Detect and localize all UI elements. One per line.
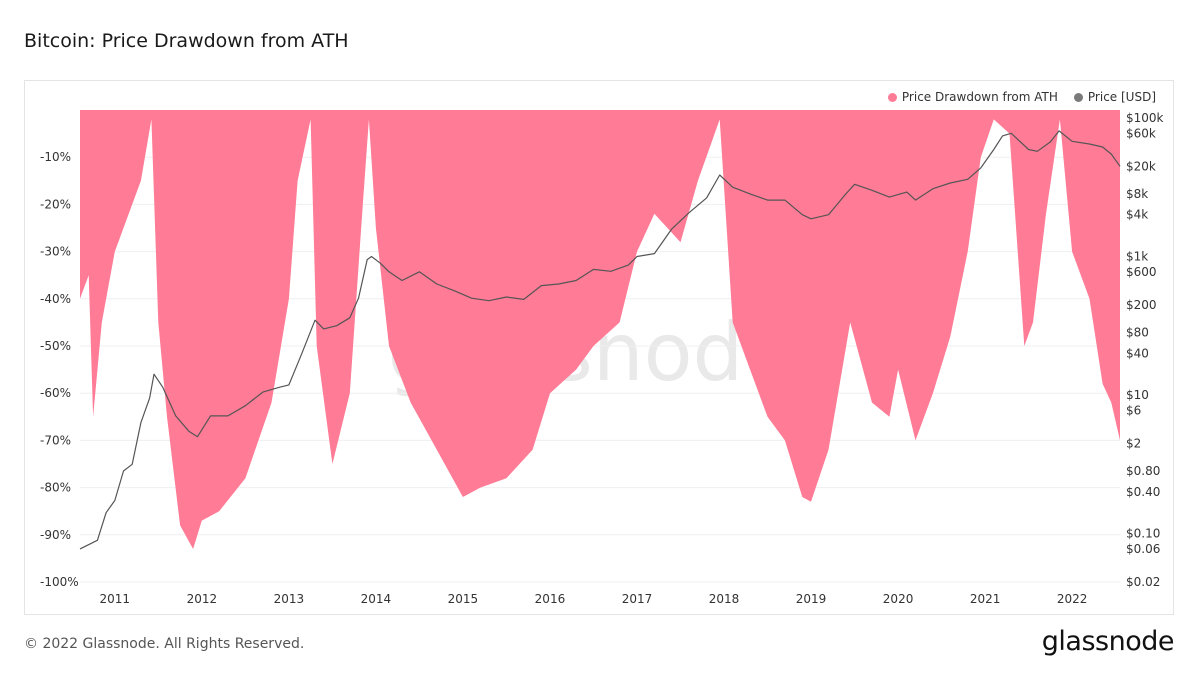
drawdown-area-series <box>80 110 1120 549</box>
y-right-tick-label: $40 <box>1126 346 1149 360</box>
x-tick-label: 2014 <box>361 592 392 606</box>
x-tick-label: 2016 <box>535 592 566 606</box>
y-left-tick-label: -80% <box>40 481 71 495</box>
chart-frame <box>24 80 1174 615</box>
y-right-tick-label: $8k <box>1126 187 1148 201</box>
x-tick-label: 2021 <box>970 592 1001 606</box>
y-left-tick-label: -70% <box>40 433 71 447</box>
y-left-tick-label: -40% <box>40 292 71 306</box>
y-right-tick-label: $2 <box>1126 436 1141 450</box>
legend-item-price[interactable]: Price [USD] <box>1073 90 1156 104</box>
y-left-tick-label: -10% <box>40 150 71 164</box>
glassnode-logo: glassnode <box>1041 626 1175 657</box>
x-tick-label: 2018 <box>709 592 740 606</box>
y-right-tick-label: $60k <box>1126 126 1156 140</box>
y-left-tick-label: -20% <box>40 197 71 211</box>
y-right-tick-label: $20k <box>1126 159 1156 173</box>
y-left-tick-label: -100% <box>40 575 79 589</box>
y-right-tick-label: $0.40 <box>1126 485 1160 499</box>
y-right-tick-label: $0.02 <box>1126 575 1160 589</box>
y-right-tick-label: $6 <box>1126 403 1141 417</box>
y-left-tick-label: -50% <box>40 339 71 353</box>
y-right-tick-label: $0.80 <box>1126 464 1160 478</box>
y-left-tick-label: -90% <box>40 528 71 542</box>
y-right-tick-label: $4k <box>1126 208 1148 222</box>
legend-label-drawdown: Price Drawdown from ATH <box>901 90 1058 104</box>
x-tick-label: 2011 <box>100 592 131 606</box>
y-right-tick-label: $0.06 <box>1126 542 1160 556</box>
y-right-tick-label: $1k <box>1126 249 1148 263</box>
y-right-tick-label: $10 <box>1126 388 1149 402</box>
x-tick-label: 2020 <box>883 592 914 606</box>
price-line <box>79 130 1121 550</box>
y-axis-right: $100k$60k$20k$8k$4k$1k$600$200$80$40$10$… <box>1126 111 1164 589</box>
x-tick-label: 2013 <box>274 592 305 606</box>
x-tick-label: 2022 <box>1057 592 1088 606</box>
x-axis: 2011 2012 2013 2014 2015 2016 2017 2018 2019 2020… <box>100 592 1088 606</box>
copyright-text: © 2022 Glassnode. All Rights Reserved. <box>24 636 305 652</box>
y-right-tick-label: $600 <box>1126 265 1157 279</box>
legend-swatch-price <box>1073 92 1083 102</box>
legend-item-drawdown[interactable]: Price Drawdown from ATH <box>887 90 1058 104</box>
x-tick-label: 2019 <box>796 592 827 606</box>
x-tick-label: 2017 <box>622 592 653 606</box>
x-tick-label: 2012 <box>187 592 218 606</box>
y-right-tick-label: $80 <box>1126 325 1149 339</box>
legend-swatch-drawdown <box>887 92 897 102</box>
y-right-tick-label: $200 <box>1126 298 1157 312</box>
y-right-tick-label: $0.10 <box>1126 527 1160 541</box>
page-title: Bitcoin: Price Drawdown from ATH <box>24 30 349 52</box>
x-tick-label: 2015 <box>448 592 479 606</box>
legend-label-price: Price [USD] <box>1087 90 1156 104</box>
y-axis-left: -10% -20% -30% -40% -50% -60% -70% -80% -90% -100… <box>40 150 79 589</box>
y-left-tick-label: -30% <box>40 245 71 259</box>
price-line-series <box>79 130 1121 550</box>
drawdown-area <box>80 110 1120 549</box>
legend: Price Drawdown from ATH Price [USD] <box>887 90 1156 104</box>
y-right-tick-label: $100k <box>1126 111 1164 125</box>
y-left-tick-label: -60% <box>40 386 71 400</box>
